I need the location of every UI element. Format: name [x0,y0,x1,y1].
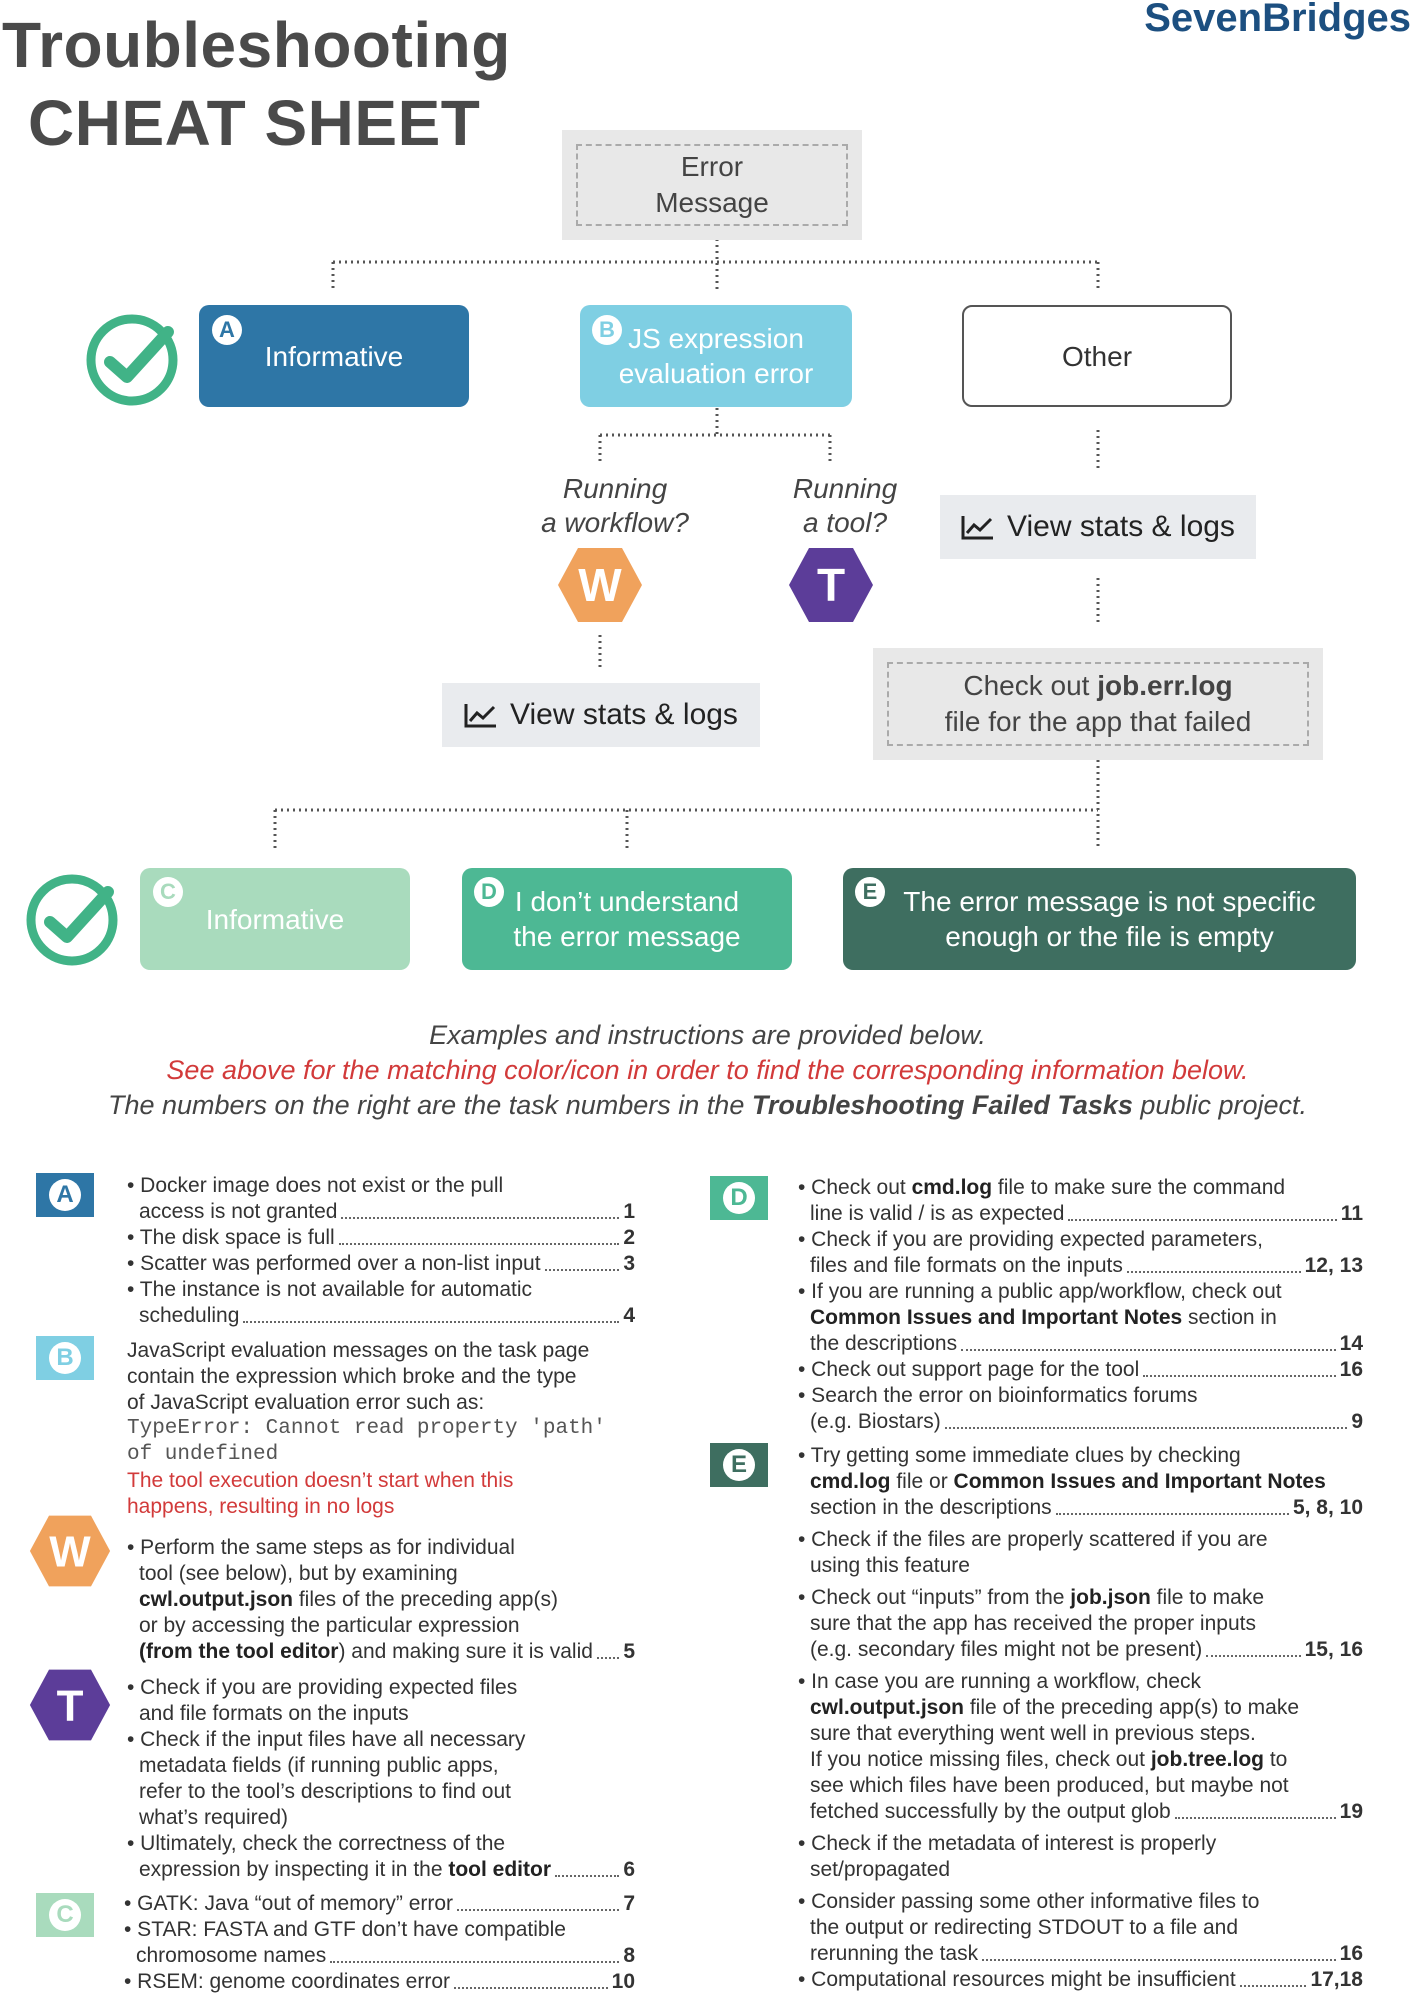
not-specific-node: The error message is not specific enough… [843,868,1356,970]
page-title-line2: CHEAT SHEET [28,87,481,159]
section-c-list: • GATK: Java “out of memory” error 7 • ST… [124,1892,635,1993]
informative-node-c: Informative [140,868,410,970]
dont-understand-node: I don’t understand the error message [462,868,792,970]
section-c-icon: C [36,1893,94,1937]
tool-hex-icon: T [789,548,873,622]
view-stats-button-right[interactable]: View stats & logs [940,495,1256,559]
note-line3: The numbers on the right are the task nu… [107,1090,1307,1120]
dont-understand-label: I don’t understand the error message [513,886,741,952]
js-error-node: JS expression evaluation error [580,305,852,407]
error-message-label: Error Message [655,150,769,218]
flow-connectors [273,233,1100,850]
view-stats-label-left: View stats & logs [510,698,738,731]
running-workflow-question: Running a workflow? [541,473,689,538]
other-label: Other [1061,340,1133,372]
chart-icon [464,704,497,728]
badge-e: E [855,877,885,907]
badge-c: C [153,877,183,907]
section-b-text: JavaScript evaluation messages on the ta… [127,1339,606,1518]
section-a-list: • Docker image does not exist or the pul… [127,1174,635,1327]
page-title-line1: Troubleshooting [2,9,511,81]
section-e-list: • Try getting some immediate clues by ch… [798,1444,1363,1991]
section-t-icon: T [29,1669,111,1741]
note-line2: See above for the matching color/icon in… [166,1055,1249,1085]
informative-node-a: Informative [199,305,469,407]
svg-text:W: W [49,1527,91,1576]
section-e-icon: E [710,1443,768,1487]
informative-label-c: Informative [205,903,345,935]
check-job-err-text: Check out job.err.log file for the app t… [944,669,1252,737]
section-d-list: • Check out cmd.log file to make sure th… [798,1176,1363,1433]
section-w-text: • Perform the same steps as for individu… [127,1536,635,1663]
informative-label-a: Informative [264,340,404,372]
checkmark-icon-c [26,874,118,966]
checkmark-icon [86,314,178,406]
tool-hex-letter: T [817,559,845,611]
section-t-text: • Check if you are providing expected fi… [127,1676,635,1881]
other-node: Other [962,305,1232,407]
section-b-icon: B [36,1336,94,1380]
check-job-err-node: Check out job.err.log file for the app t… [873,648,1323,760]
running-tool-question: Running a tool? [792,473,898,538]
section-d-icon: D [710,1176,768,1220]
section-a-icon: A [36,1173,94,1217]
badge-b: B [592,315,622,345]
svg-text:T: T [57,1681,84,1730]
brand-logo: SevenBridges [1144,0,1411,40]
chart-icon [961,516,994,540]
note-line1: Examples and instructions are provided b… [429,1020,986,1050]
not-specific-label: The error message is not specific enough… [903,886,1316,952]
error-message-node: Error Message [562,130,862,240]
section-w-icon: W [29,1515,111,1587]
badge-a: A [212,315,242,345]
workflow-hex-letter: W [578,559,622,611]
workflow-hex-icon: W [558,548,642,622]
view-stats-button-left[interactable]: View stats & logs [442,683,760,747]
view-stats-label-right: View stats & logs [1007,510,1235,543]
badge-d: D [474,877,504,907]
js-error-label: JS expression evaluation error [618,323,814,389]
